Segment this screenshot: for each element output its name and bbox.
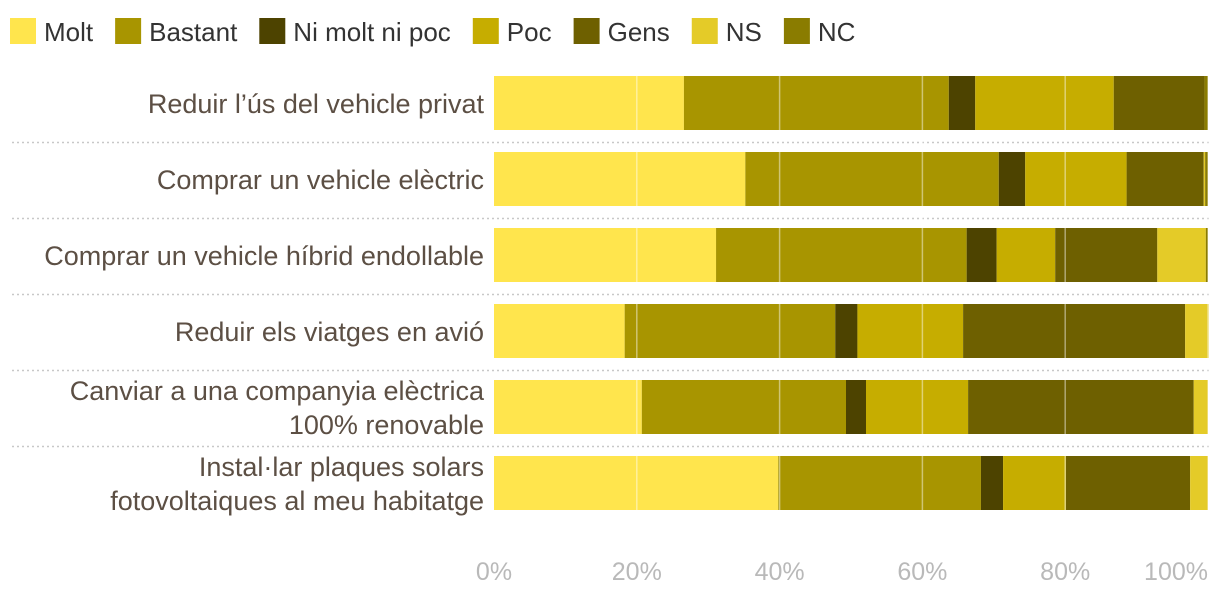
legend-item: Poc bbox=[472, 17, 552, 47]
legend-label: Gens bbox=[608, 17, 670, 47]
bar-segment bbox=[998, 152, 1026, 206]
bar-segment bbox=[1126, 152, 1204, 206]
legend-item: Gens bbox=[573, 17, 670, 47]
bar-segment bbox=[1185, 304, 1209, 358]
bar-segment bbox=[1190, 456, 1208, 510]
bar-row bbox=[494, 228, 1208, 282]
x-tick-label: 0% bbox=[476, 558, 512, 586]
bar-segment bbox=[494, 228, 717, 282]
category-label: fotovoltaiques al meu habitatge bbox=[110, 486, 484, 516]
bar-segment bbox=[1055, 228, 1158, 282]
category-label: Comprar un vehicle elèctric bbox=[157, 165, 484, 195]
legend-swatch bbox=[691, 18, 718, 44]
bar-segment bbox=[1205, 152, 1208, 206]
bar-segment bbox=[683, 76, 949, 130]
bar-segment bbox=[494, 152, 746, 206]
x-tick-label: 60% bbox=[897, 558, 947, 586]
bar-row bbox=[494, 152, 1208, 206]
legend-swatch bbox=[573, 18, 600, 44]
legend-swatch bbox=[259, 18, 286, 44]
bar-segment bbox=[996, 228, 1056, 282]
bar-row bbox=[494, 380, 1208, 434]
legend-item: NC bbox=[783, 17, 856, 47]
bar-segment bbox=[1025, 152, 1127, 206]
bar-segment bbox=[846, 380, 866, 434]
bar-row bbox=[494, 304, 1209, 358]
bar-segment bbox=[1003, 456, 1066, 510]
bar-segment bbox=[624, 304, 836, 358]
bar-segment bbox=[745, 152, 999, 206]
legend: Molt Bastant Ni molt ni poc Poc Gens NS NC bbox=[10, 17, 855, 47]
x-tick-label: 40% bbox=[755, 558, 805, 586]
bar-row bbox=[494, 456, 1208, 510]
bar-row bbox=[494, 76, 1208, 130]
bar-segment bbox=[716, 228, 967, 282]
legend-item: Bastant bbox=[115, 17, 238, 47]
bar-segment bbox=[966, 228, 997, 282]
bar-segment bbox=[778, 456, 981, 510]
bar-segment bbox=[494, 380, 642, 434]
category-labels: Reduir l’ús del vehicle privat Comprar un… bbox=[44, 89, 485, 516]
bar-segment bbox=[835, 304, 858, 358]
bar-segment bbox=[1113, 76, 1205, 130]
bar-segment bbox=[641, 380, 847, 434]
bars bbox=[494, 76, 1209, 510]
category-label: 100% renovable bbox=[289, 410, 484, 440]
category-label: Comprar un vehicle híbrid endollable bbox=[44, 241, 484, 271]
legend-item: NS bbox=[691, 17, 762, 47]
legend-label: Ni molt ni poc bbox=[293, 17, 451, 47]
bar-segment bbox=[1203, 152, 1206, 206]
category-label: Reduir l’ús del vehicle privat bbox=[148, 89, 485, 119]
legend-label: Molt bbox=[44, 17, 94, 47]
bar-segment bbox=[494, 304, 625, 358]
legend-label: Bastant bbox=[149, 17, 238, 47]
bar-segment bbox=[968, 380, 1194, 434]
x-tick-label: 80% bbox=[1040, 558, 1090, 586]
x-tick-label: 20% bbox=[612, 558, 662, 586]
bar-segment bbox=[494, 76, 684, 130]
bar-segment bbox=[865, 380, 969, 434]
bar-segment bbox=[1157, 228, 1206, 282]
legend-label: NC bbox=[818, 17, 856, 47]
bar-segment bbox=[948, 76, 976, 130]
bar-segment bbox=[1205, 228, 1208, 282]
bar-segment bbox=[1204, 76, 1208, 130]
category-label: Instal·lar plaques solars bbox=[199, 452, 484, 482]
bar-segment bbox=[1193, 380, 1208, 434]
x-tick-label: 100% bbox=[1144, 558, 1208, 586]
legend-swatch bbox=[783, 18, 810, 44]
bar-segment bbox=[980, 456, 1004, 510]
legend-label: Poc bbox=[507, 17, 552, 47]
legend-swatch bbox=[10, 18, 36, 44]
bar-segment bbox=[963, 304, 1186, 358]
legend-label: NS bbox=[726, 17, 762, 47]
gridlines bbox=[636, 72, 1209, 545]
legend-swatch bbox=[472, 18, 499, 44]
bar-segment bbox=[975, 76, 1114, 130]
legend-item: Molt bbox=[10, 17, 94, 47]
legend-swatch bbox=[115, 18, 142, 44]
category-label: Canviar a una companyia elèctrica bbox=[70, 376, 485, 406]
legend-item: Ni molt ni poc bbox=[259, 17, 451, 47]
bar-segment bbox=[494, 456, 779, 510]
x-axis-ticks: 0% 20% 40% 60% 80% 100% bbox=[476, 558, 1208, 586]
bar-segment bbox=[857, 304, 964, 358]
category-label: Reduir els viatges en avió bbox=[175, 317, 484, 347]
bar-segment bbox=[1065, 456, 1191, 510]
